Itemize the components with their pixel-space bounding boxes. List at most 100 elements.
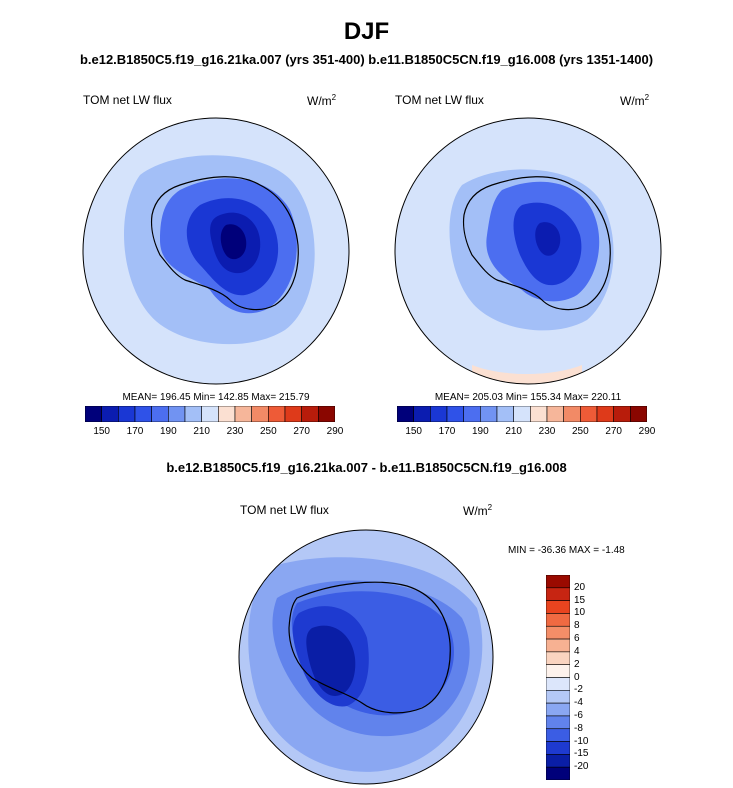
colorbar-tick-label: -4 [574,697,583,709]
colorbar-swatch [251,406,269,422]
colorbar-tick-label: 290 [638,426,656,437]
colorbar-tick-label: 15 [574,594,586,606]
colorbar-swatch [613,406,631,422]
colorbar-tick-label: 190 [159,426,177,437]
colorbar-tick-label: -2 [574,684,583,696]
diff-colorbar [546,575,570,780]
colorbar-tick-label: 210 [505,426,522,437]
left-polar-map [82,117,350,385]
colorbar-swatch [546,625,570,640]
colorbar-swatch [496,406,514,422]
colorbar-tick-label: 10 [574,607,586,619]
colorbar-swatch [218,406,236,422]
colorbar-swatch [563,406,581,422]
colorbar-swatch [546,406,564,422]
diff-subtitle: b.e12.B1850C5.f19_g16.21ka.007 - b.e11.B… [166,460,567,475]
colorbar-swatch [134,406,152,422]
colorbar-swatch [630,406,647,422]
colorbar-swatch [546,702,570,717]
colorbar-swatch [430,406,448,422]
diff-polar-map [238,529,494,785]
colorbar-tick-label: 6 [574,633,580,645]
right-panel-label: TOM net LW flux [395,93,484,107]
right-polar-map [394,117,662,385]
colorbar-swatch [397,406,414,422]
colorbar-swatch [546,638,570,653]
colorbar-tick-label: 2 [574,658,580,670]
colorbar-swatch [284,406,302,422]
colorbar-tick-label: 150 [93,426,110,437]
colorbar-tick-label: 150 [405,426,422,437]
colorbar-tick-label: -6 [574,709,583,721]
colorbar-swatch [168,406,186,422]
antarctica-coastline [462,176,611,311]
colorbar-swatch [463,406,481,422]
colorbar-swatch [546,690,570,704]
right-colorbar-labels: 150 170 190 210 230 250 270 290 [397,426,655,440]
colorbar-swatch [184,406,202,422]
colorbar-swatch [546,741,570,755]
left-colorbar-labels: 150 170 190 210 230 250 270 290 [85,426,343,440]
colorbar-swatch [446,406,464,422]
antarctica-coastline [288,581,451,714]
colorbar-tick-label: 4 [574,645,580,657]
colorbar-tick-label: 8 [574,620,580,632]
left-panel-stats: MEAN= 196.45 Min= 142.85 Max= 215.79 [122,392,310,403]
colorbar-tick-label: 190 [471,426,489,437]
colorbar-tick-label: 290 [326,426,344,437]
right-panel-stats: MEAN= 205.03 Min= 155.34 Max= 220.11 [434,392,622,403]
colorbar-swatch [546,575,570,589]
colorbar-swatch [118,406,136,422]
map-boundary [394,117,662,385]
colorbar-tick-label: 170 [438,426,456,437]
colorbar-swatch [301,406,319,422]
colorbar-tick-label: 0 [574,671,580,683]
colorbar-swatch [580,406,598,422]
contour-140 [220,224,247,260]
colorbar-swatch [546,754,570,768]
left-panel-label: TOM net LW flux [83,93,172,107]
colorbar-swatch [546,664,570,678]
colorbar-swatch [546,651,570,665]
colorbar-swatch [101,406,119,422]
colorbar-tick-label: 250 [571,426,589,437]
colorbar-swatch [546,728,570,742]
colorbar-swatch [480,406,498,422]
diff-colorbar-labels: 20 15 10 8 6 4 2 0 -2 -4 -6 -8 -10 -15 -20 [574,575,604,780]
colorbar-tick-label: 170 [126,426,144,437]
diff-panel-label: TOM net LW flux [240,503,329,517]
map-boundary [238,529,494,785]
colorbar-tick-label: 210 [193,426,210,437]
left-colorbar [85,406,335,422]
colorbar-tick-label: 20 [574,581,586,593]
colorbar-swatch [546,600,570,614]
colorbar-tick-label: 270 [605,426,622,437]
colorbar-swatch [268,406,286,422]
colorbar-swatch [413,406,431,422]
colorbar-swatch [546,587,570,601]
diff-minmax: MIN = -36.36 MAX = -1.48 [508,545,625,556]
colorbar-swatch [546,613,570,627]
colorbar-tick-label: -10 [574,735,589,747]
page-title: DJF [343,18,390,45]
map-boundary [82,117,350,385]
top-subtitle: b.e12.B1850C5.f19_g16.21ka.007 (yrs 351-… [79,52,654,67]
diff-panel-units: W/m2 [463,503,493,518]
colorbar-tick-label: -20 [574,761,589,773]
contour-neg20 [306,625,356,696]
colorbar-swatch [513,406,531,422]
right-colorbar [397,406,647,422]
left-panel-units: W/m2 [307,93,337,108]
colorbar-swatch [201,406,219,422]
colorbar-swatch [546,677,570,691]
colorbar-swatch [318,406,335,422]
colorbar-swatch [85,406,102,422]
colorbar-tick-label: -8 [574,722,583,734]
contour-150 [535,222,561,256]
colorbar-tick-label: 230 [538,426,556,437]
colorbar-swatch [234,406,252,422]
right-panel-units: W/m2 [620,93,650,108]
colorbar-swatch [596,406,614,422]
antarctica-coastline [150,176,299,311]
colorbar-swatch [546,715,570,730]
